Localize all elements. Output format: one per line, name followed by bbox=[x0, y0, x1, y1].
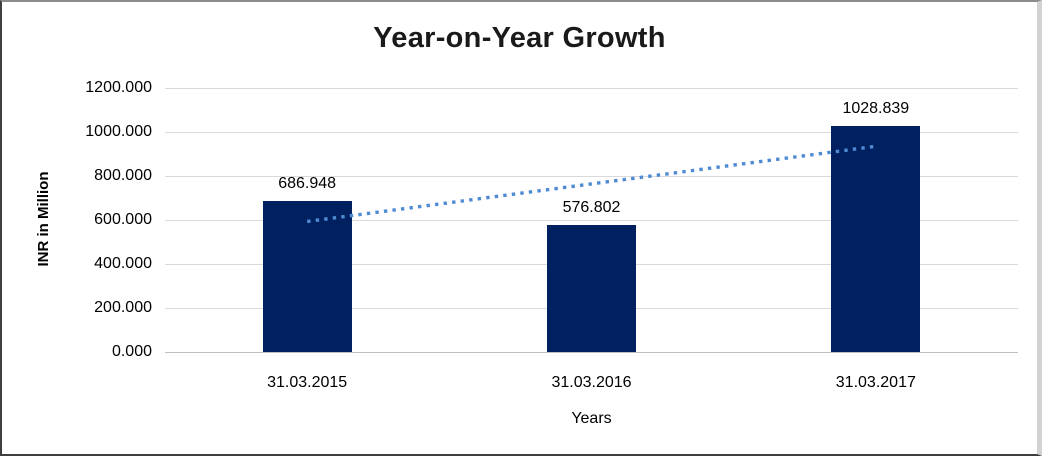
x-tick-label: 31.03.2017 bbox=[835, 374, 916, 391]
bar-value-label: 686.948 bbox=[278, 174, 337, 192]
trendline bbox=[306, 144, 877, 224]
bar bbox=[831, 125, 921, 352]
bar bbox=[262, 200, 352, 352]
y-tick-label: 400.000 bbox=[94, 255, 152, 272]
y-tick-label: 600.000 bbox=[94, 211, 152, 228]
y-tick-label: 800.000 bbox=[94, 167, 152, 184]
x-tick-label: 31.03.2016 bbox=[551, 374, 632, 391]
bar bbox=[547, 225, 636, 352]
chart-title: Year-on-Year Growth bbox=[373, 22, 666, 54]
y-tick-label: 1000.000 bbox=[85, 123, 152, 140]
y-tick-label: 0.000 bbox=[111, 343, 152, 360]
gridline bbox=[165, 219, 1018, 221]
gridline bbox=[165, 131, 1018, 133]
y-tick-label: 200.000 bbox=[94, 299, 152, 316]
gridline bbox=[165, 351, 1018, 353]
gridline bbox=[165, 87, 1018, 89]
bar-value-label: 576.802 bbox=[562, 199, 621, 217]
gridline bbox=[165, 175, 1018, 177]
bar-value-label: 1028.839 bbox=[842, 99, 910, 117]
x-tick-label: 31.03.2015 bbox=[267, 374, 348, 391]
trendline-path bbox=[306, 144, 877, 224]
x-axis-title: Years bbox=[571, 410, 612, 427]
y-tick-label: 1200.000 bbox=[85, 79, 152, 96]
